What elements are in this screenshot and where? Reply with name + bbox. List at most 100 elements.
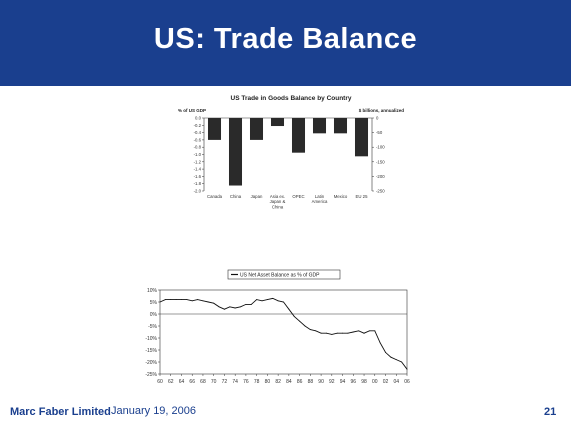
bar (228, 118, 243, 186)
right-tick-label: -150 (376, 159, 385, 164)
x-tick-label: 04 (393, 379, 399, 385)
data-point (283, 301, 284, 303)
data-point (202, 300, 204, 302)
data-point (326, 332, 327, 334)
legend-label: US Net Asset Balance as % of GDP (240, 272, 320, 278)
category-label: Canada (207, 194, 223, 199)
y-tick-label: 5% (150, 300, 158, 306)
data-point (272, 297, 274, 299)
data-point (207, 301, 209, 303)
left-tick-label: -1.2 (194, 159, 202, 164)
data-point (385, 351, 386, 353)
left-tick-label: -0.8 (194, 145, 202, 150)
left-axis-label: % of US GDP (178, 108, 206, 113)
x-tick-label: 84 (286, 379, 292, 385)
category-label: Asia ex. (270, 194, 285, 199)
data-point (159, 301, 161, 303)
legend-box (227, 269, 341, 280)
x-tick-label: 68 (200, 379, 206, 385)
bar (207, 118, 222, 140)
y-tick-label: -10% (145, 336, 157, 342)
x-tick-label: 00 (372, 379, 378, 385)
series-line (159, 297, 408, 370)
data-point (390, 356, 392, 358)
data-point (288, 308, 290, 310)
left-tick-label: -0.2 (194, 123, 202, 128)
x-tick-label: 70 (211, 379, 217, 385)
data-point (363, 332, 365, 334)
slide-title: US: Trade Balance (153, 23, 418, 55)
data-point (347, 332, 349, 334)
data-point (197, 299, 199, 301)
data-point (331, 333, 333, 335)
right-axis-label: $ billions, annualized (359, 108, 405, 113)
x-tick-label: 98 (361, 379, 367, 385)
bar (333, 118, 348, 134)
data-point (229, 306, 231, 308)
slide-header: US: Trade Balance (0, 0, 571, 86)
data-point (315, 330, 317, 332)
data-point (277, 300, 279, 302)
x-tick-label: 02 (383, 379, 389, 385)
footer-date: January 19, 2006 (111, 405, 197, 417)
category-label: OPEC (292, 194, 304, 199)
right-tick-label: -100 (376, 145, 385, 150)
right-tick-label: 0 (376, 116, 379, 121)
right-tick-label: -200 (376, 174, 385, 179)
x-tick-label: 64 (179, 379, 185, 385)
data-point (374, 330, 376, 332)
y-tick-label: -25% (145, 372, 157, 378)
category-label: Latin (315, 194, 325, 199)
category-label: America (312, 199, 328, 204)
bar (270, 118, 285, 127)
category-label: Mexico (334, 194, 348, 199)
y-tick-label: -5% (148, 324, 157, 330)
x-tick-label: 96 (351, 379, 357, 385)
x-tick-label: 76 (243, 379, 249, 385)
data-point (358, 330, 360, 332)
y-tick-label: -20% (145, 360, 157, 366)
x-tick-label: 66 (189, 379, 195, 385)
left-tick-label: -1.8 (194, 181, 202, 186)
x-tick-label: 86 (297, 379, 303, 385)
data-point (401, 361, 403, 363)
data-point (266, 299, 268, 301)
x-tick-label: 62 (168, 379, 174, 385)
data-point (320, 332, 322, 334)
left-tick-label: -0.6 (194, 137, 202, 142)
data-point (170, 299, 172, 301)
bar (312, 118, 327, 134)
x-tick-label: 88 (308, 379, 314, 385)
plot-frame (159, 289, 408, 375)
x-tick-label: 78 (254, 379, 260, 385)
data-point (213, 302, 215, 304)
trade-balance-bar-chart: US Trade in Goods Balance by Country % of… (178, 95, 405, 209)
y-tick-label: 10% (147, 288, 158, 294)
bar (291, 118, 306, 153)
data-point (293, 315, 295, 317)
page-number: 21 (544, 406, 557, 418)
category-label: Japan (251, 194, 263, 199)
data-point (352, 331, 354, 333)
left-tick-label: -1.4 (194, 167, 202, 172)
data-point (245, 303, 247, 305)
data-point (368, 330, 370, 332)
data-point (395, 359, 397, 361)
category-label: China (272, 204, 284, 209)
data-point (191, 300, 193, 302)
data-point (223, 308, 225, 310)
data-point (309, 329, 311, 331)
y-tick-label: -15% (145, 348, 157, 354)
x-tick-label: 92 (329, 379, 335, 385)
data-point (336, 332, 338, 334)
x-tick-label: 94 (340, 379, 346, 385)
data-point (181, 299, 182, 301)
data-point (299, 320, 301, 322)
category-label: China (230, 194, 242, 199)
left-tick-label: -2.0 (194, 189, 202, 194)
x-tick-label: 60 (157, 379, 163, 385)
y-tick-label: 0% (150, 312, 158, 318)
x-tick-label: 72 (222, 379, 228, 385)
right-tick-label: -250 (376, 189, 385, 194)
data-point (234, 307, 236, 309)
